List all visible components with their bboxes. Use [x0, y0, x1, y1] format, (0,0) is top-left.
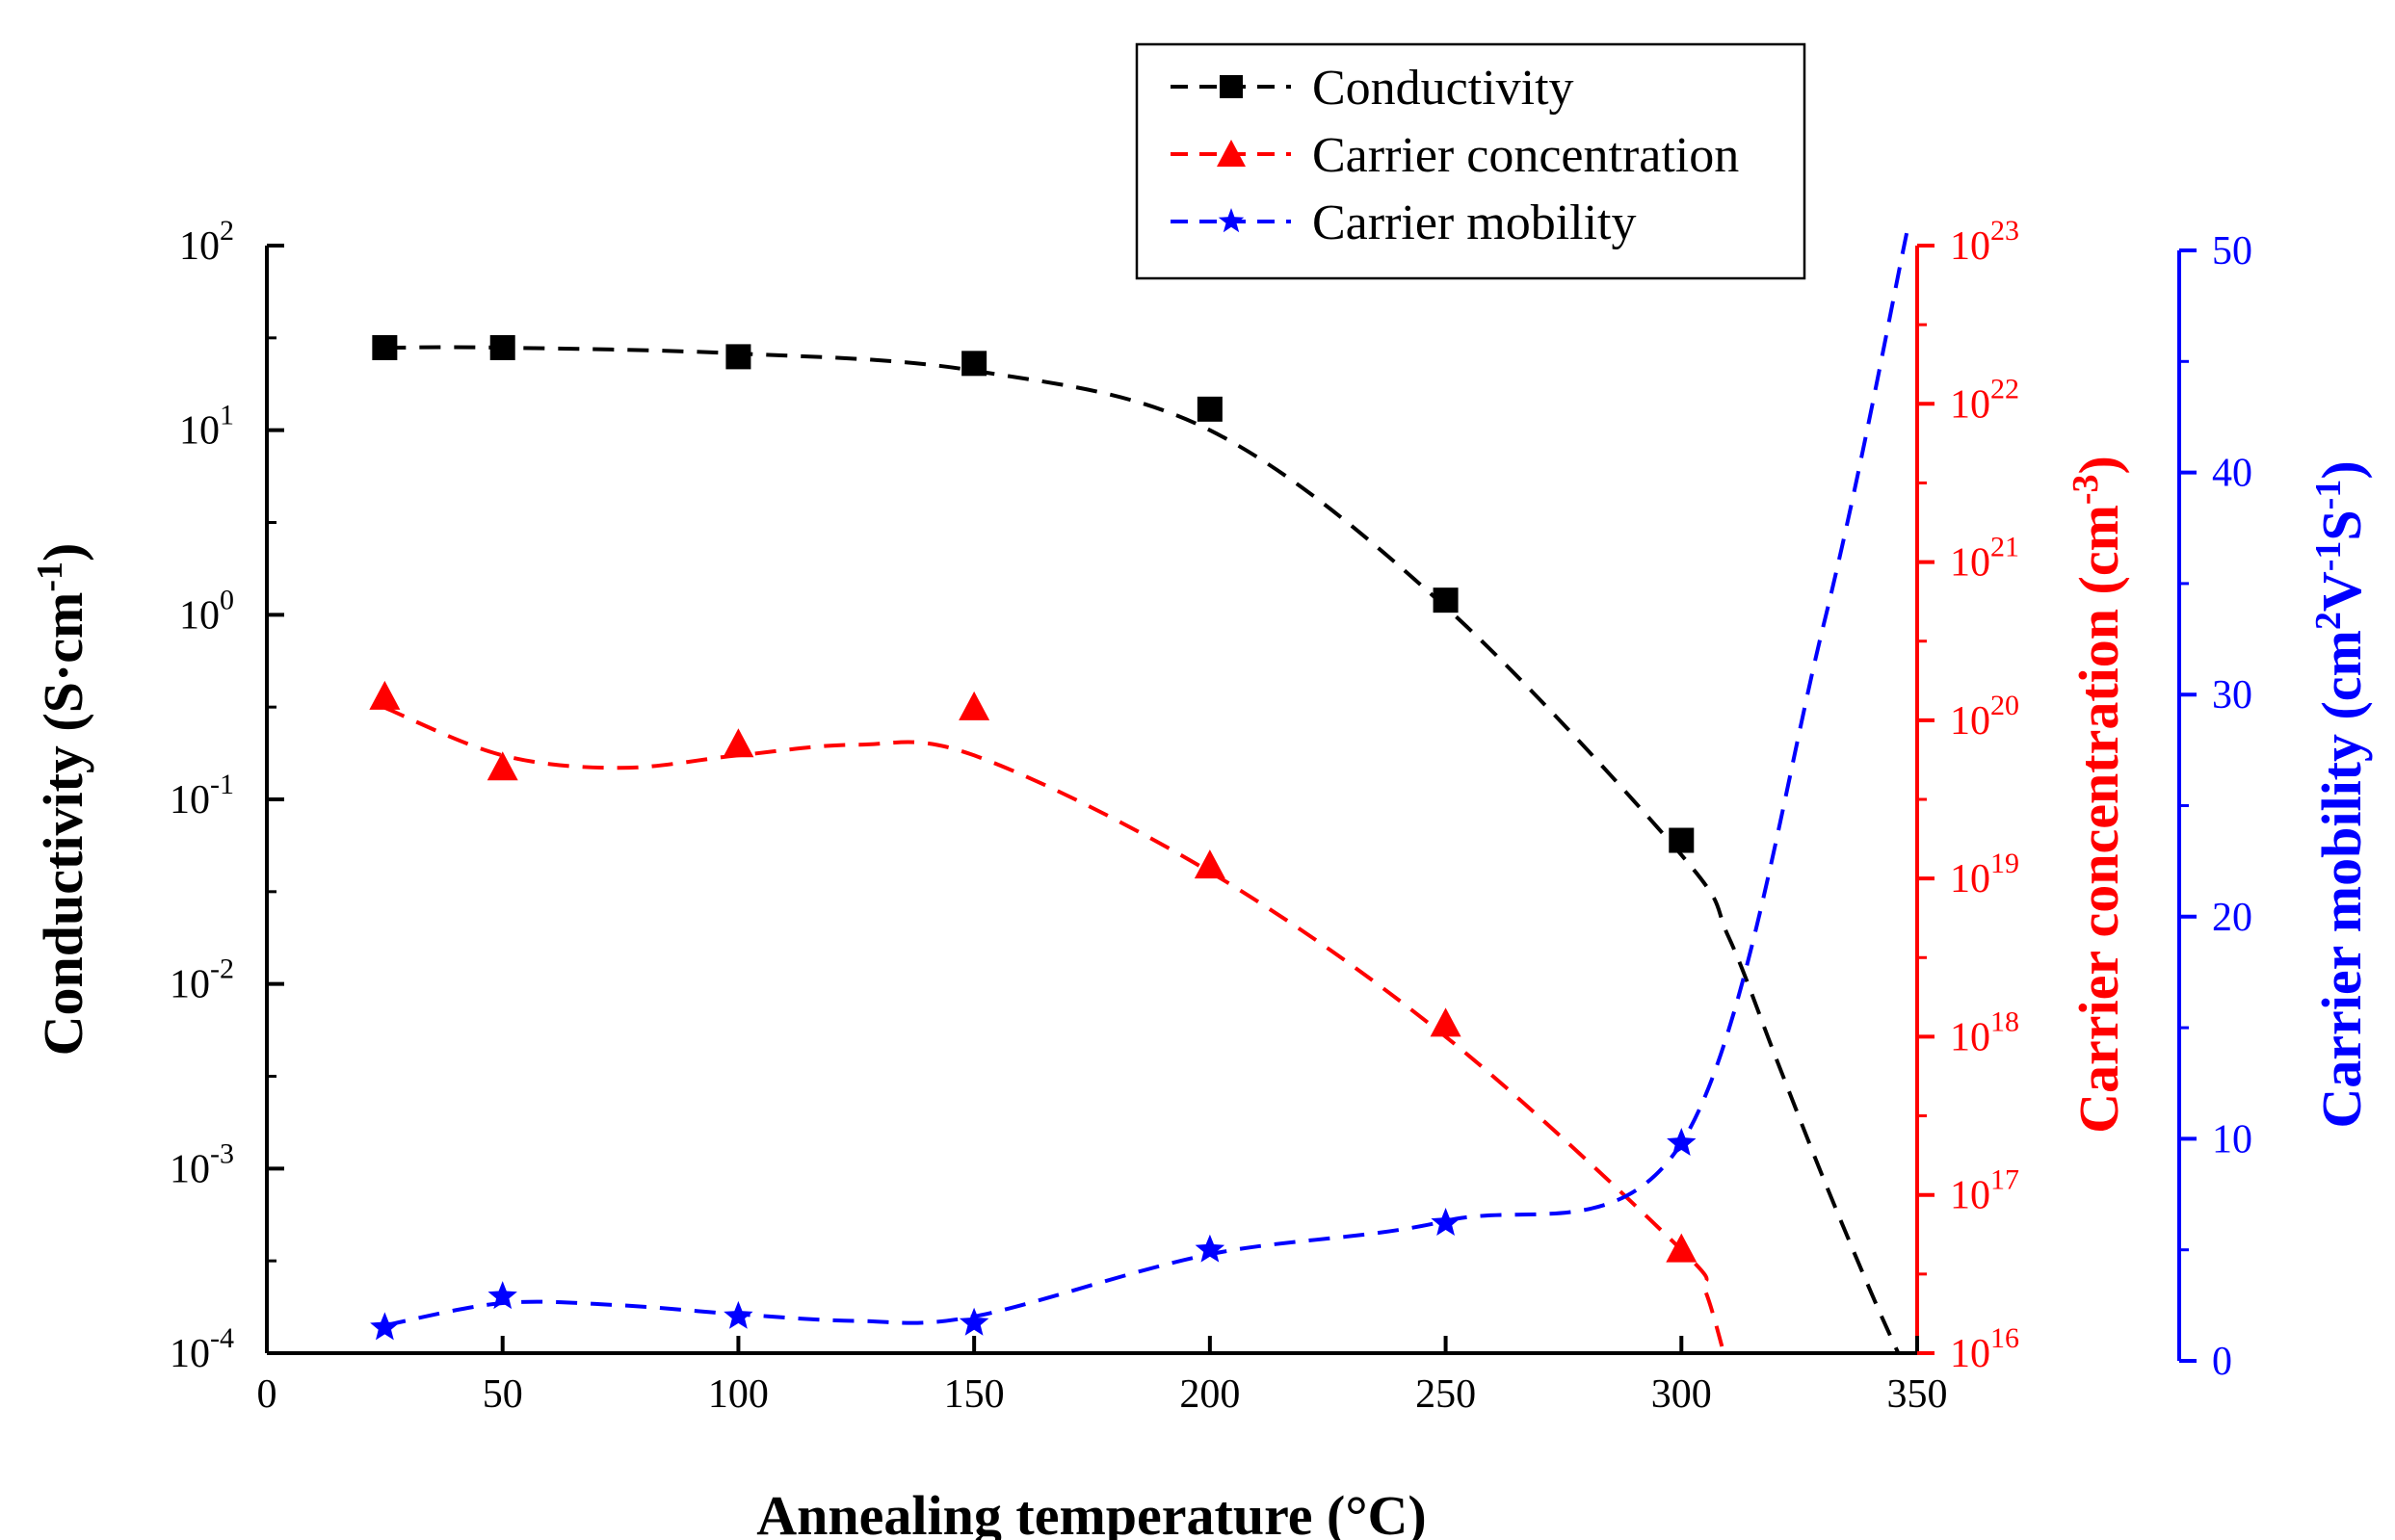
mobility-point [1431, 1208, 1461, 1236]
conductivity-ticks: 10-4 10-3 10-2 10-1 100 101 102 [170, 215, 284, 1376]
conductivity-point [1669, 827, 1695, 853]
y-tick-label: 1023 [1950, 215, 2019, 269]
y-tick-label: 10-2 [170, 953, 234, 1007]
x-tick-label: 200 [1179, 1372, 1240, 1417]
x-tick-label: 150 [944, 1372, 1005, 1417]
concentration-point [959, 691, 990, 720]
legend-marker-conductivity [1220, 75, 1243, 98]
conductivity-point [372, 334, 398, 360]
x-axis-title: Annealing temperature (°C) [756, 1484, 1426, 1540]
data-markers [369, 334, 1698, 1341]
concentration-ticks: 1016 1017 1018 1019 1020 1021 1022 1023 [1917, 215, 2019, 1376]
y-tick-label: 101 [179, 400, 234, 454]
y-tick-label: 1022 [1950, 373, 2019, 427]
fit-line-triangle [383, 705, 1726, 1354]
conductivity-point [725, 344, 751, 370]
legend-marker-mobility [1218, 208, 1245, 233]
x-tick-label: 100 [708, 1372, 769, 1417]
x-tick-label: 250 [1415, 1372, 1476, 1417]
concentration-point [1194, 849, 1225, 879]
legend-label-concentration: Carrier concentration [1312, 128, 1739, 183]
conductivity-point [489, 334, 515, 360]
x-tick-label: 350 [1887, 1372, 1948, 1417]
y-tick-label: 1017 [1950, 1164, 2019, 1218]
y-axis-title-conductivity: Conductivity (S·cm-1) [30, 543, 94, 1057]
y-tick-label: 10-1 [170, 769, 234, 822]
fit-curves [383, 227, 1910, 1354]
concentration-point [1666, 1233, 1698, 1263]
x-tick-label: 0 [257, 1372, 277, 1417]
legend-box [1135, 42, 1806, 280]
concentration-point [723, 728, 754, 758]
conductivity-point [1433, 587, 1459, 613]
y-tick-label: 102 [179, 215, 234, 269]
y-axis-title-concentration: Carrier concentration (cm-3) [2066, 456, 2130, 1134]
legend-label-mobility: Carrier mobility [1312, 196, 1636, 250]
y-tick-label: 1021 [1950, 532, 2019, 586]
x-ticks: 0 50 100 150 200 250 300 350 [257, 1336, 1948, 1417]
x-tick-label: 300 [1651, 1372, 1712, 1417]
mobility-tick-label: 30 [2212, 673, 2252, 718]
y-tick-label: 10-4 [170, 1322, 234, 1376]
mobility-tick-label: 10 [2212, 1117, 2252, 1162]
mobility-point [1667, 1128, 1697, 1156]
mobility-point [959, 1307, 989, 1336]
conductivity-point [961, 351, 987, 377]
conductivity-point [1197, 396, 1223, 422]
y-tick-label: 1020 [1950, 690, 2019, 744]
mobility-point [487, 1281, 517, 1310]
y-tick-label: 1016 [1950, 1322, 2019, 1376]
mobility-tick-label: 20 [2212, 896, 2252, 940]
mobility-ticks: 0 10 20 30 40 50 [2179, 229, 2252, 1384]
legend-marker-concentration [1217, 140, 1246, 167]
mobility-tick-label: 40 [2212, 452, 2252, 496]
legend: Conductivity Carrier concentration Carri… [1135, 42, 1806, 280]
x-tick-label: 50 [483, 1372, 523, 1417]
mobility-point [724, 1300, 753, 1329]
y-axis-title-mobility: Carrier mobility (cm2V-1S-1) [2308, 460, 2373, 1128]
y-tick-label: 1019 [1950, 848, 2019, 901]
concentration-point [369, 680, 401, 710]
concentration-point [1430, 1007, 1461, 1037]
mobility-tick-label: 0 [2212, 1340, 2232, 1384]
mobility-tick-label: 50 [2212, 229, 2252, 274]
mobility-point [370, 1312, 400, 1341]
y-tick-label: 100 [179, 584, 234, 638]
fit-line-star [384, 227, 1910, 1328]
concentration-point [487, 751, 518, 781]
legend-label-conductivity: Conductivity [1312, 61, 1574, 116]
y-tick-label: 10-3 [170, 1137, 234, 1191]
y-tick-label: 1018 [1950, 1005, 2019, 1059]
mobility-point [1195, 1234, 1225, 1263]
